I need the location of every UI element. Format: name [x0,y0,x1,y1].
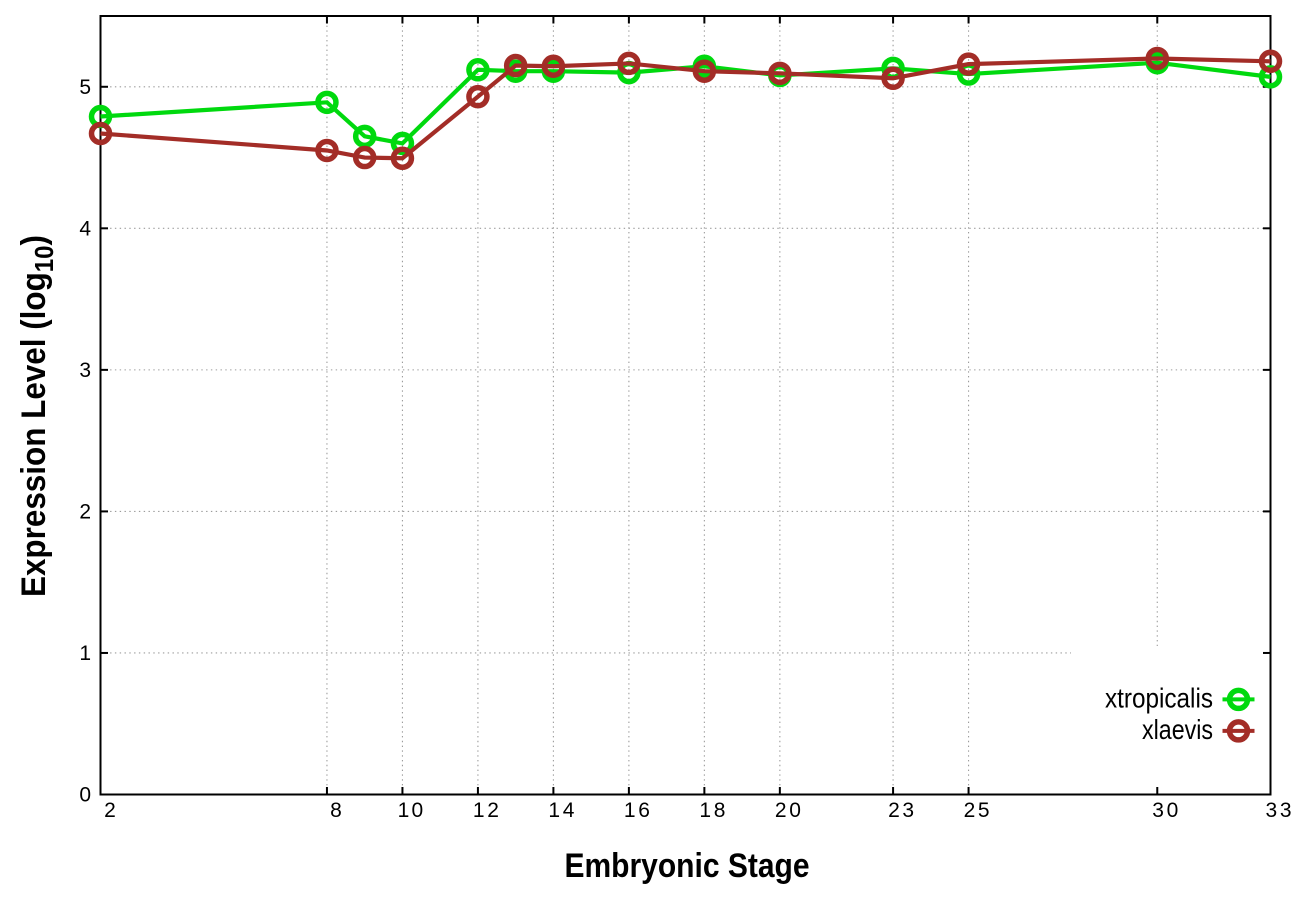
svg-text:2: 2 [104,799,116,822]
svg-text:2: 2 [79,501,91,524]
svg-text:3: 3 [79,359,91,382]
svg-text:Embryonic Stage: Embryonic Stage [565,847,810,885]
svg-text:5: 5 [79,76,91,99]
svg-text:1: 1 [79,642,91,665]
svg-text:xtropicalis: xtropicalis [1105,683,1213,714]
svg-text:8: 8 [330,799,342,822]
svg-text:Expression Level (log10): Expression Level (log10) [15,235,59,597]
svg-text:xlaevis: xlaevis [1142,714,1213,745]
svg-text:4: 4 [79,218,91,241]
svg-text:0: 0 [79,784,91,807]
